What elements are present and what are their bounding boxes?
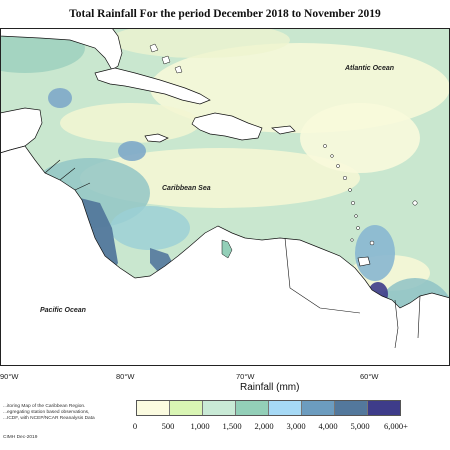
tick-60w: 60°W (360, 372, 379, 381)
map-canvas: Atlantic Ocean Caribbean Sea Pacific Oce… (0, 28, 450, 366)
legend-label: 1,500 (222, 421, 242, 431)
legend-label: 4,000 (318, 421, 338, 431)
legend-swatch (236, 401, 269, 415)
legend-swatch (269, 401, 302, 415)
legend-colorbar (136, 400, 401, 416)
legend-swatch (302, 401, 335, 415)
legend-label: 6,000+ (384, 421, 408, 431)
legend-label: 3,000 (286, 421, 306, 431)
rain-zone-wet (118, 141, 146, 161)
land-cuba (94, 67, 211, 105)
rain-zone-wet (355, 225, 395, 281)
land-trinidad (357, 256, 371, 267)
rain-zone-wet (48, 88, 72, 108)
land-lesser-antilles (323, 144, 418, 246)
legend-swatch (335, 401, 368, 415)
legend-swatch (368, 401, 400, 415)
tick-80w: 80°W (116, 372, 135, 381)
label-caribbean-sea: Caribbean Sea (162, 185, 211, 192)
legend-label: 2,000 (254, 421, 274, 431)
source-note: ...itoring Map of the Caribbean Region. … (3, 404, 95, 421)
land-puerto-rico (271, 125, 296, 135)
rain-zone-medium (110, 206, 190, 250)
legend-label: 5,000 (350, 421, 370, 431)
legend-swatch (170, 401, 203, 415)
rain-zone-light (60, 103, 200, 143)
legend-swatch (137, 401, 170, 415)
land-bahamas (174, 65, 183, 74)
legend-labels: 0 500 1,000 1,500 2,000 3,000 4,000 5,00… (118, 421, 448, 433)
tick-70w: 70°W (236, 372, 255, 381)
legend-label: 1,000 (190, 421, 210, 431)
land-jamaica (144, 133, 169, 143)
legend-label: 0 (132, 421, 138, 431)
legend-swatch (203, 401, 236, 415)
border-colombia-venezuela (284, 237, 361, 314)
credit: CIMH Dec-2019 (3, 435, 38, 440)
land-bahamas (149, 43, 159, 53)
land-bahamas (161, 55, 171, 65)
legend-label: 500 (161, 421, 175, 431)
border-lines (394, 295, 421, 349)
border-central-america (44, 159, 91, 191)
map-title: Total Rainfall For the period December 2… (69, 8, 381, 20)
rain-zone-light (300, 103, 420, 173)
lake-maracaibo (221, 239, 233, 259)
label-atlantic-ocean: Atlantic Ocean (344, 65, 394, 72)
rainfall-map: Atlantic Ocean Caribbean Sea Pacific Oce… (0, 28, 450, 366)
legend-title: Rainfall (mm) (240, 382, 300, 393)
label-pacific-ocean: Pacific Ocean (40, 307, 86, 314)
land-florida (0, 28, 123, 71)
tick-90w: 90°W (0, 372, 19, 381)
land-hispaniola (191, 112, 263, 141)
